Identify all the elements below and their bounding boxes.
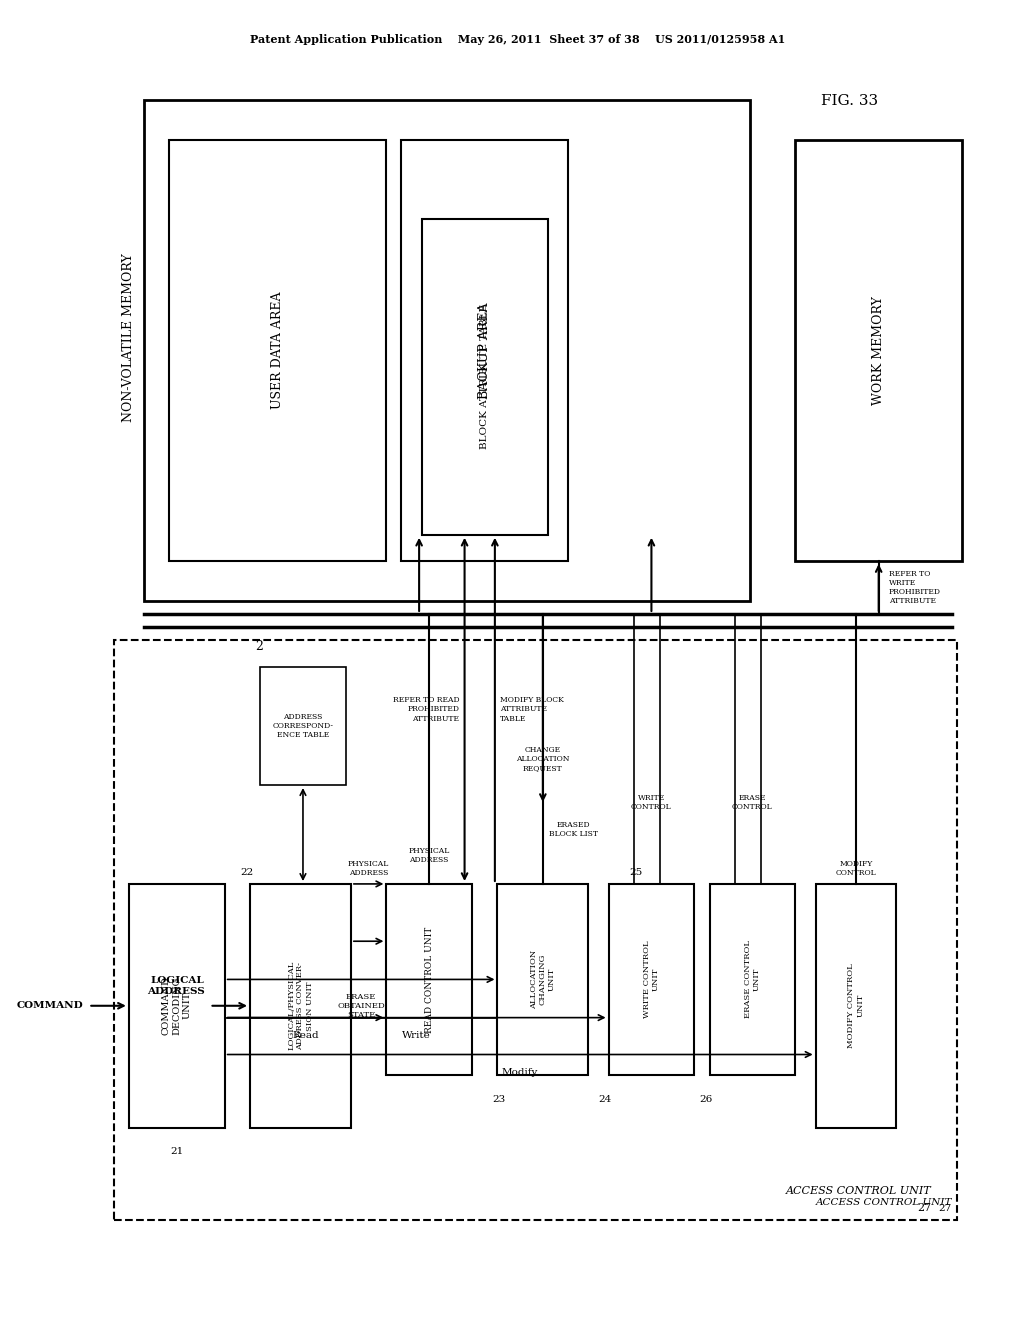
Text: FIG. 33: FIG. 33: [820, 94, 878, 108]
Text: USER DATA AREA: USER DATA AREA: [271, 292, 285, 409]
Text: 22: 22: [240, 869, 253, 878]
Text: ACCESS CONTROL UNIT: ACCESS CONTROL UNIT: [786, 1187, 932, 1196]
Text: MODIFY CONTROL
UNIT: MODIFY CONTROL UNIT: [847, 964, 864, 1048]
Bar: [422, 219, 548, 535]
Bar: [129, 884, 224, 1127]
Bar: [250, 884, 351, 1127]
Text: Modify: Modify: [502, 1068, 539, 1077]
Text: BLOCK ATTRIBUTE TABLE: BLOCK ATTRIBUTE TABLE: [480, 304, 489, 449]
Text: Patent Application Publication    May 26, 2011  Sheet 37 of 38    US 2011/012595: Patent Application Publication May 26, 2…: [250, 34, 785, 45]
Text: COMMAND
DECODING
UNIT: COMMAND DECODING UNIT: [162, 977, 191, 1035]
Text: ALLOCATION
CHANGING
UNIT: ALLOCATION CHANGING UNIT: [529, 950, 556, 1008]
Text: ACCESS CONTROL UNIT: ACCESS CONTROL UNIT: [815, 1197, 952, 1206]
Text: 21: 21: [170, 1147, 183, 1156]
Text: REFER TO
WRITE
PROHIBITED
ATTRIBUTE: REFER TO WRITE PROHIBITED ATTRIBUTE: [889, 570, 941, 606]
Text: Write: Write: [402, 1031, 431, 1040]
Text: ERASE CONTROL
UNIT: ERASE CONTROL UNIT: [743, 940, 761, 1019]
Text: MODIFY BLOCK
ATTRIBUTE
TABLE: MODIFY BLOCK ATTRIBUTE TABLE: [500, 696, 564, 722]
Text: ERASED
BLOCK LIST: ERASED BLOCK LIST: [549, 821, 598, 838]
Text: 25: 25: [630, 869, 643, 878]
Text: 2: 2: [255, 640, 263, 653]
Bar: [169, 140, 386, 561]
Bar: [386, 884, 472, 1074]
Text: ADDRESS
CORRESPOND-
ENCE TABLE: ADDRESS CORRESPOND- ENCE TABLE: [272, 713, 334, 739]
Bar: [144, 100, 750, 601]
Bar: [401, 140, 568, 561]
Text: PHYSICAL
ADDRESS: PHYSICAL ADDRESS: [409, 847, 450, 865]
Text: ERASE
CONTROL: ERASE CONTROL: [732, 795, 773, 812]
Text: 27: 27: [939, 1204, 952, 1213]
Text: LOGICAL
ADDRESS: LOGICAL ADDRESS: [146, 977, 205, 995]
Text: Read: Read: [292, 1031, 318, 1040]
Bar: [796, 140, 962, 561]
Text: READ CONTROL UNIT: READ CONTROL UNIT: [425, 927, 434, 1032]
Text: WRITE
CONTROL: WRITE CONTROL: [631, 795, 672, 812]
Text: NON-VOLATILE MEMORY: NON-VOLATILE MEMORY: [122, 253, 135, 421]
Text: COMMAND: COMMAND: [16, 1002, 83, 1010]
Text: WORK MEMORY: WORK MEMORY: [872, 296, 885, 405]
Bar: [498, 884, 589, 1074]
Text: 26: 26: [699, 1094, 713, 1104]
Text: ERASE
OBTAINED
STATE: ERASE OBTAINED STATE: [337, 993, 385, 1019]
Text: BACKUP AREA: BACKUP AREA: [478, 302, 492, 399]
Bar: [260, 667, 346, 785]
Text: MODIFY
CONTROL: MODIFY CONTROL: [836, 861, 877, 878]
Bar: [608, 884, 694, 1074]
Text: LOGICAL/PHYSICAL
ADDRESS CONVER-
SION UNIT: LOGICAL/PHYSICAL ADDRESS CONVER- SION UN…: [288, 961, 313, 1051]
Text: WRITE CONTROL
UNIT: WRITE CONTROL UNIT: [643, 941, 660, 1018]
Text: 23: 23: [493, 1094, 506, 1104]
Text: 24: 24: [598, 1094, 611, 1104]
Bar: [815, 884, 896, 1127]
Bar: [710, 884, 796, 1074]
Text: CHANGE
ALLOCATION
REQUEST: CHANGE ALLOCATION REQUEST: [516, 746, 569, 772]
Text: 27: 27: [918, 1204, 932, 1213]
Bar: [114, 640, 957, 1220]
Text: REFER TO READ
PROHIBITED
ATTRIBUTE: REFER TO READ PROHIBITED ATTRIBUTE: [393, 696, 460, 722]
Text: PHYSICAL
ADDRESS: PHYSICAL ADDRESS: [348, 861, 389, 878]
